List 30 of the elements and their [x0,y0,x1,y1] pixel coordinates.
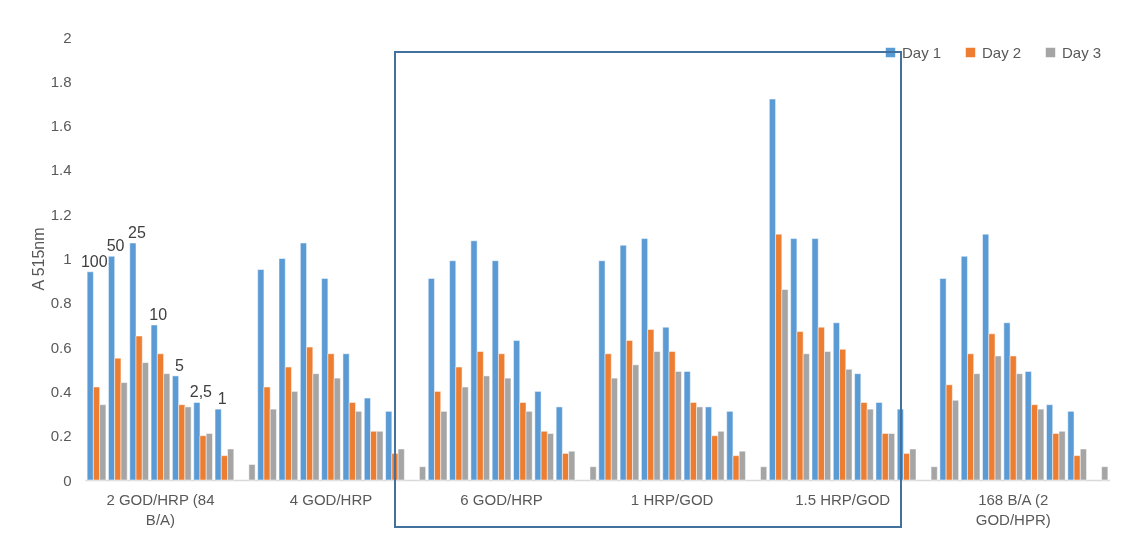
legend-label: Day 2 [982,43,1022,61]
y-tick-label: 1.2 [50,205,72,223]
x-tick-label: 6 GOD/HRP [460,490,543,508]
y-tick-label: 0 [63,471,72,489]
y-axis-title: A 515nm [29,227,47,291]
y-tick-label: 1.8 [50,72,72,90]
y-tick-label: 2 [63,28,72,46]
y-tick-label: 0.8 [50,294,72,312]
annotation: 50 [106,237,125,255]
x-tick-label: 2 GOD/HRP (84 B/A) [106,490,215,528]
bar [760,466,768,481]
x-tick-label: 168 B/A (2 GOD/HPR) [975,490,1051,528]
y-tick-label: 0.4 [50,382,72,400]
legend-label: Day 1 [902,43,942,61]
y-tick-label: 0.6 [50,338,72,356]
bar [419,466,426,481]
x-tick-label: 1.5 HRP/GOD [795,490,891,508]
annotation: 2,5 [189,383,213,401]
y-tick-label: 1.4 [50,161,72,179]
x-tick-label: 1 HRP/GOD [630,490,714,508]
annotation: 100 [80,252,108,270]
annotation: 10 [149,305,168,323]
y-tick-label: 1 [63,250,72,267]
annotation: 5 [175,356,185,374]
y-tick-label: 0.2 [50,427,72,445]
annotation: 1 [217,390,227,408]
x-tick-label: 4 GOD/HRP [289,490,373,508]
y-tick-label: 1.6 [50,117,72,135]
legend-label: Day 3 [1062,43,1102,61]
annotation: 25 [128,223,146,241]
